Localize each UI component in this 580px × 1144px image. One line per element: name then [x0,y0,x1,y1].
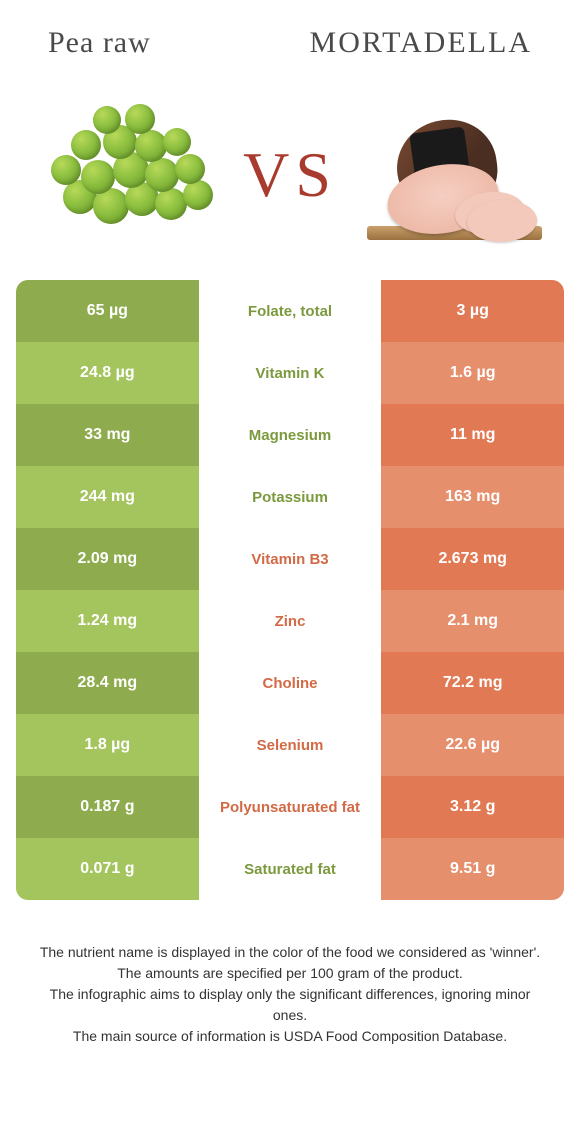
vs-label: VS [243,138,337,212]
nutrient-label: Choline [199,652,382,714]
left-value: 33 mg [16,404,199,466]
table-row: 2.09 mgVitamin B32.673 mg [16,528,564,590]
right-value: 2.1 mg [381,590,564,652]
right-value: 72.2 mg [381,652,564,714]
footnote-line: The nutrient name is displayed in the co… [34,942,546,963]
footnotes: The nutrient name is displayed in the co… [0,900,580,1047]
right-value: 3 µg [381,280,564,342]
table-row: 0.187 gPolyunsaturated fat3.12 g [16,776,564,838]
table-row: 244 mgPotassium163 mg [16,466,564,528]
left-value: 244 mg [16,466,199,528]
table-row: 0.071 gSaturated fat9.51 g [16,838,564,900]
right-value: 2.673 mg [381,528,564,590]
nutrient-label: Selenium [199,714,382,776]
table-row: 24.8 µgVitamin K1.6 µg [16,342,564,404]
nutrient-label: Vitamin B3 [199,528,382,590]
header-right: Mortadella [310,26,532,60]
nutrient-label: Potassium [199,466,382,528]
comparison-table: 65 µgFolate, total3 µg24.8 µgVitamin K1.… [16,280,564,900]
left-value: 24.8 µg [16,342,199,404]
footnote-line: The amounts are specified per 100 gram o… [34,963,546,984]
nutrient-label: Magnesium [199,404,382,466]
table-row: 65 µgFolate, total3 µg [16,280,564,342]
nutrient-label: Saturated fat [199,838,382,900]
nutrient-label: Folate, total [199,280,382,342]
table-row: 1.24 mgZinc2.1 mg [16,590,564,652]
left-value: 0.071 g [16,838,199,900]
table-row: 1.8 µgSelenium22.6 µg [16,714,564,776]
nutrient-label: Zinc [199,590,382,652]
header-left: Pea raw [48,26,151,60]
right-value: 22.6 µg [381,714,564,776]
pea-image [43,110,213,240]
right-value: 163 mg [381,466,564,528]
left-value: 1.24 mg [16,590,199,652]
right-value: 9.51 g [381,838,564,900]
mortadella-image [367,110,537,240]
right-value: 1.6 µg [381,342,564,404]
left-value: 0.187 g [16,776,199,838]
images-row: VS [0,70,580,280]
header: Pea raw Mortadella [0,0,580,70]
footnote-line: The infographic aims to display only the… [34,984,546,1026]
footnote-line: The main source of information is USDA F… [34,1026,546,1047]
nutrient-label: Polyunsaturated fat [199,776,382,838]
right-value: 11 mg [381,404,564,466]
table-row: 28.4 mgCholine72.2 mg [16,652,564,714]
nutrient-label: Vitamin K [199,342,382,404]
right-value: 3.12 g [381,776,564,838]
left-value: 28.4 mg [16,652,199,714]
table-row: 33 mgMagnesium11 mg [16,404,564,466]
left-value: 2.09 mg [16,528,199,590]
left-value: 1.8 µg [16,714,199,776]
left-value: 65 µg [16,280,199,342]
